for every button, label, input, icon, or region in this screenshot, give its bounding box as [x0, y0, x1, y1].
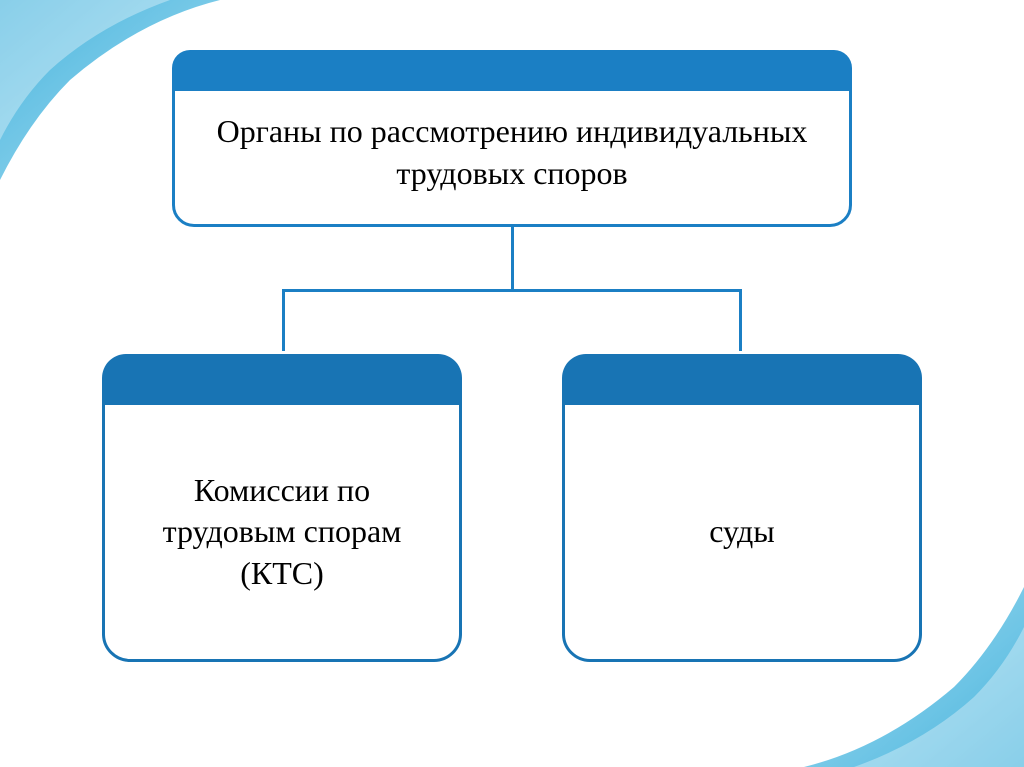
child-node-commission: Комиссии по трудовым спорам (КТС): [102, 354, 462, 662]
root-node-header: [172, 50, 852, 88]
root-node: Органы по рассмотрению индивидуальных тр…: [172, 50, 852, 227]
connector-root-down: [511, 227, 514, 289]
diagram-container: Органы по рассмотрению индивидуальных тр…: [87, 50, 937, 662]
children-row: Комиссии по трудовым спорам (КТС) суды: [87, 354, 937, 662]
child-node-header: [102, 354, 462, 402]
connector-horizontal: [282, 289, 742, 292]
root-node-body: Органы по рассмотрению индивидуальных тр…: [172, 88, 852, 227]
child-node-label: суды: [709, 511, 775, 553]
child-node-label: Комиссии по трудовым спорам (КТС): [133, 470, 431, 595]
child-node-courts: суды: [562, 354, 922, 662]
connector-child-right: [739, 289, 742, 351]
child-node-body: Комиссии по трудовым спорам (КТС): [102, 402, 462, 662]
connector-child-left: [282, 289, 285, 351]
root-node-label: Органы по рассмотрению индивидуальных тр…: [217, 113, 808, 191]
child-node-body: суды: [562, 402, 922, 662]
child-node-header: [562, 354, 922, 402]
